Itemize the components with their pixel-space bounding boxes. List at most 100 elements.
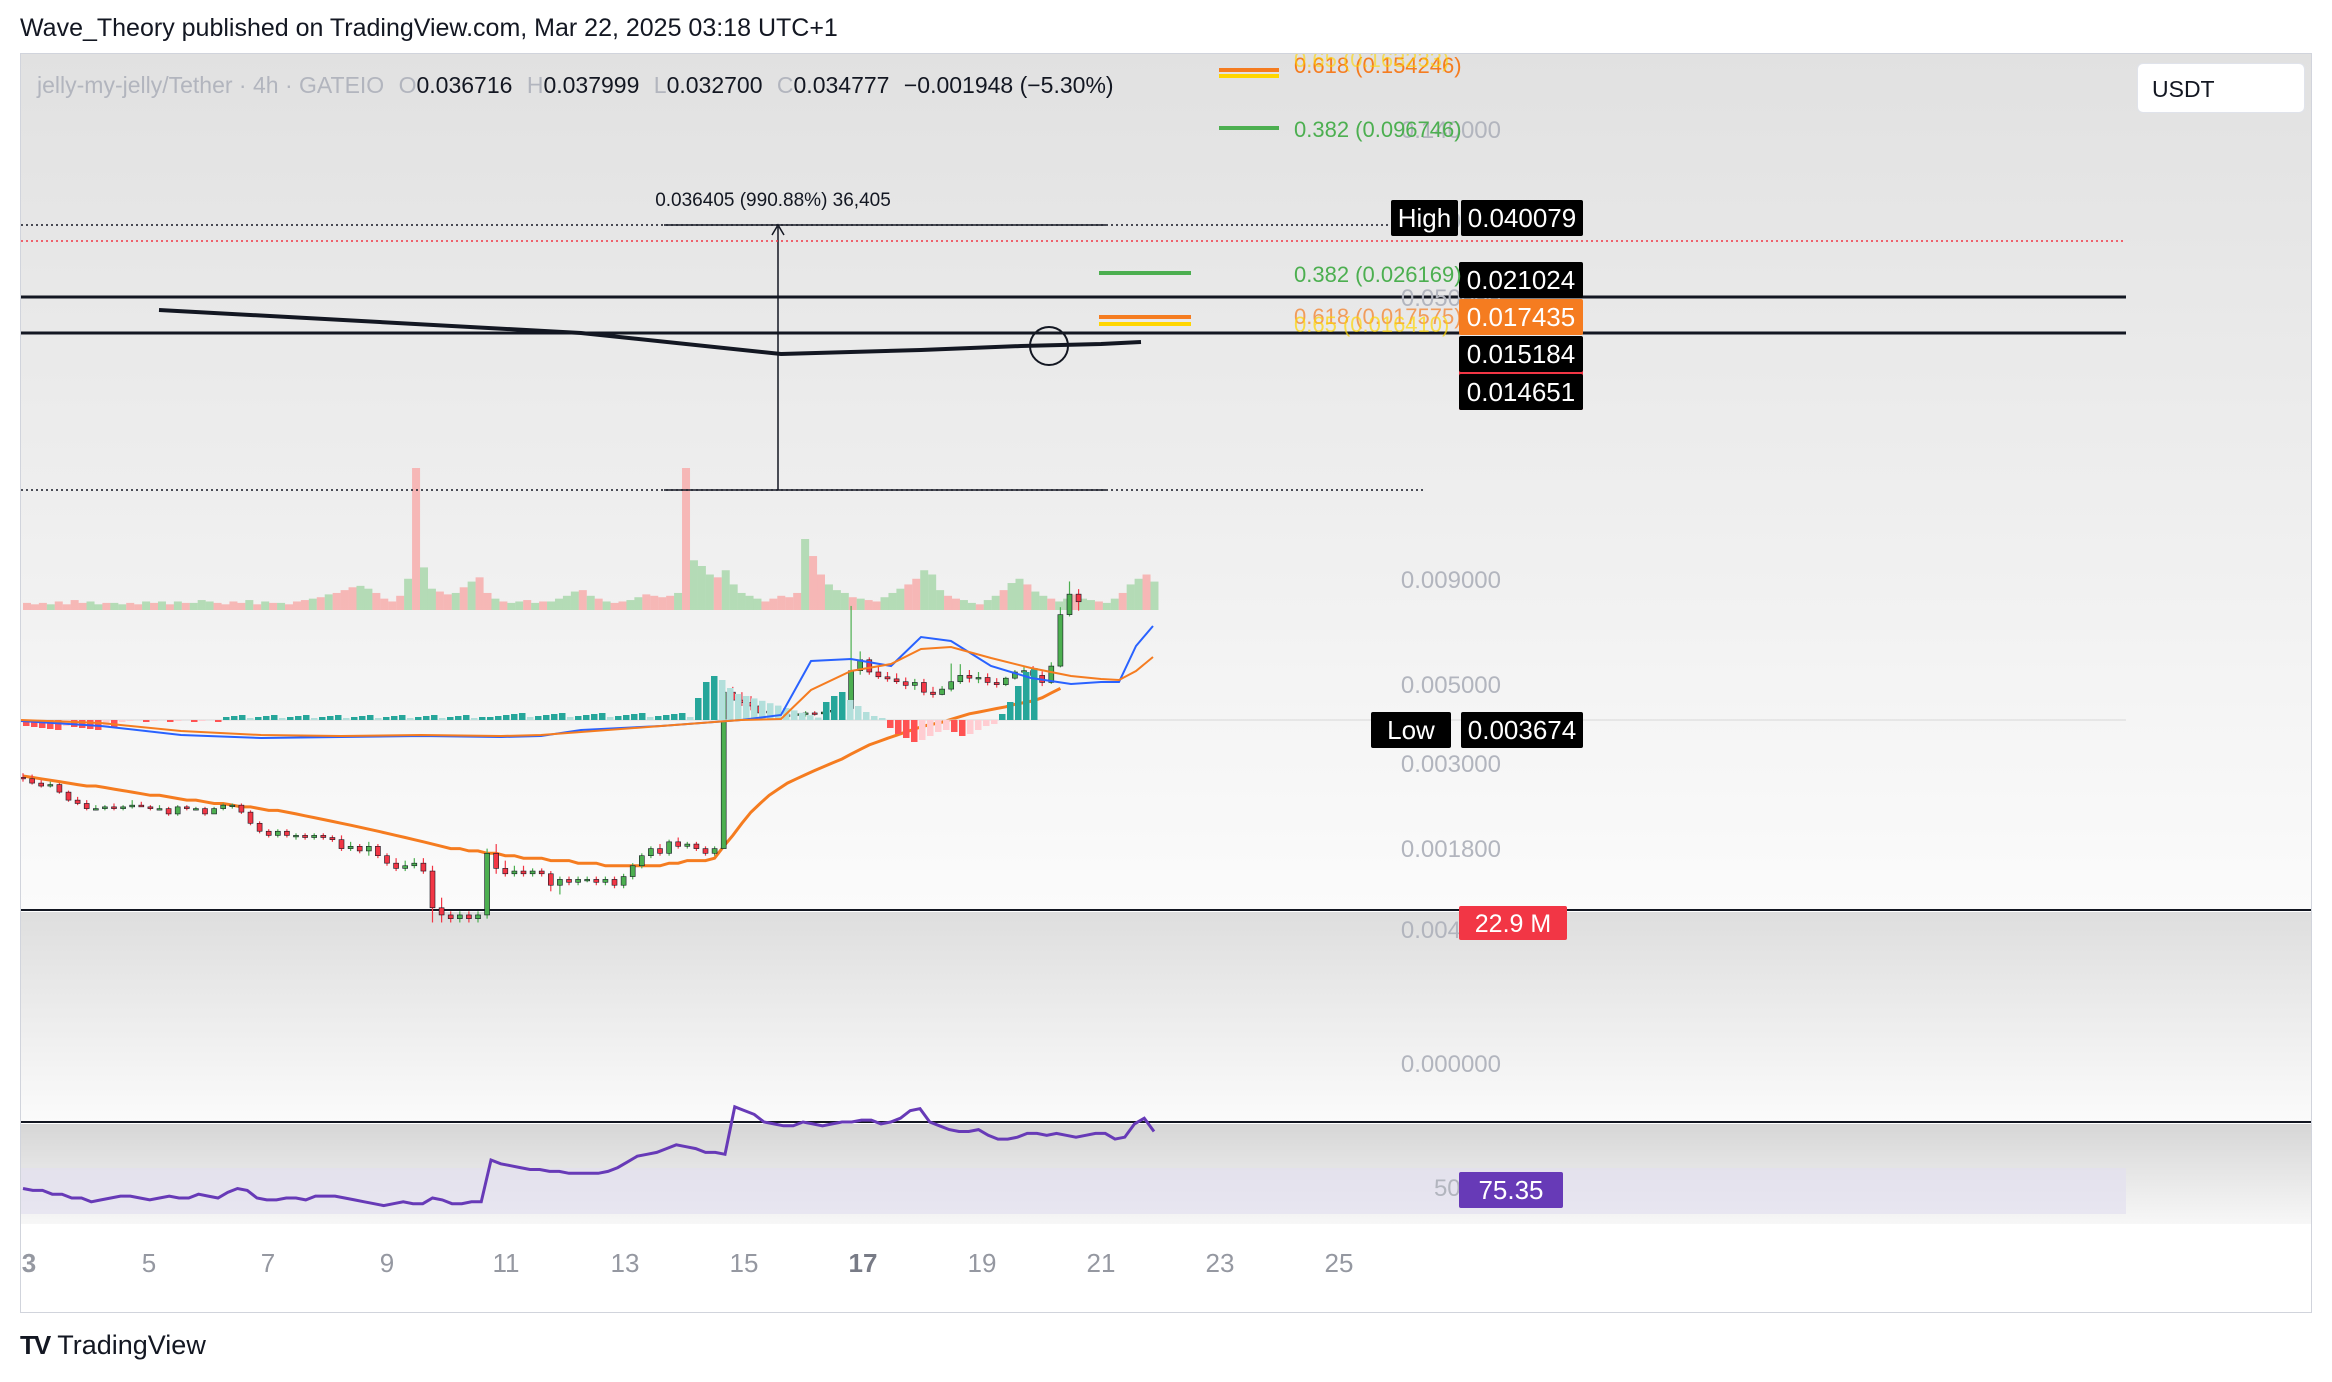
macd-histogram-bar [455,716,462,720]
candle-body [302,835,308,838]
volume-bar [729,584,738,610]
candle-body [475,914,481,919]
volume-bar [721,570,730,610]
macd-histogram-bar [839,692,846,720]
macd-histogram-bar [151,720,158,721]
level-tag: 0.015184 [1467,339,1575,369]
volume-bar [507,602,516,610]
candle-body [293,835,299,838]
volume-bar [888,592,897,610]
volume-tag-box [1459,906,1567,940]
candle-body [1075,593,1082,603]
candle-body [911,682,918,686]
rsi-tag: 75.35 [1478,1175,1543,1205]
chart-svg[interactable]: 0.036405 (990.88%) 36,405 0.1400000.0800… [21,54,2312,1313]
time-tick-label: 9 [380,1248,394,1278]
candle-body [466,914,472,919]
macd-histogram-bar [47,720,54,729]
price-tick-label: 0.140000 [1401,117,1501,144]
macd-histogram-bar [743,696,750,720]
volume-bar [459,587,468,610]
candle-body [575,879,581,883]
volume-bar [753,598,762,610]
volume-bar [539,601,548,610]
volume-bar [356,585,365,610]
candle-body [875,671,882,678]
candle-body [993,682,1000,685]
macd-histogram-bar [959,720,966,736]
candle-body [174,806,181,815]
volume-bar [372,592,381,610]
candle-body [320,835,327,838]
volume-bar [388,601,397,610]
volume-bar [1071,594,1080,610]
volume-bar [324,594,333,610]
macd-histogram-bar [991,720,998,724]
fib-upper-label: 0.382 (0.096746) [1294,117,1462,142]
currency-button[interactable]: USDT [2137,63,2305,113]
volume-bar [634,597,643,610]
macd-histogram-bar [527,717,534,720]
macd-histogram-bar [719,680,726,720]
volume-bar [269,602,278,610]
macd-histogram-bar [31,720,38,727]
macd-histogram-bar [791,710,798,720]
candle-body [193,808,199,811]
candle-body [666,841,672,854]
time-tick-label: 19 [968,1248,997,1278]
macd-histogram-bar [55,720,62,730]
volume-bar [682,468,691,610]
signal-line [21,645,1154,738]
candle-body [65,791,72,801]
macd-histogram-bar [255,717,262,720]
volume-bar [864,600,873,610]
macd-histogram-bar [623,715,630,720]
macd-histogram-bar [639,713,646,720]
volume-bar [785,597,794,610]
candle-body [456,914,463,919]
volume-bar [30,604,39,610]
candle-body [484,852,490,916]
main-pane-bg [21,54,2311,910]
macd-histogram-bar [143,720,150,722]
macd-histogram-bar [911,720,918,742]
candle-body [939,688,945,695]
volume-bar [801,539,810,610]
volume-bar [70,600,79,610]
macd-histogram-bar [951,720,958,732]
candle-body [502,868,509,875]
macd-histogram-bar [663,715,670,720]
chart-container[interactable]: 0.036405 (990.88%) 36,405 0.1400000.0800… [20,53,2312,1313]
macd-histogram-bar [887,720,894,728]
level-tag: 0.014651 [1467,377,1575,407]
volume-bar [412,468,421,610]
high-tag: High [1398,203,1451,233]
volume-bar [1047,598,1056,610]
candle-body [429,870,436,909]
candle-body [538,870,545,875]
level-tag-box [1459,299,1583,335]
volume-bar [951,598,960,610]
macd-histogram-bar [311,718,318,720]
candle-body [229,804,236,807]
candle-body [120,806,126,809]
candle-body [47,784,54,787]
volume-bar [769,598,778,610]
macd-histogram-bar [999,714,1006,720]
macd-histogram-bar [247,718,254,720]
volume-bar [102,602,111,610]
time-tick-label: 17 [849,1248,878,1278]
candle-body [311,835,318,838]
volume-bar [181,602,190,610]
macd-histogram-bar [1023,672,1030,720]
candle-body [629,865,636,877]
volume-bar [1086,600,1095,610]
level-tag-box [1459,374,1583,410]
high-value-tag-box [1461,200,1583,236]
high-value: 0.037999 [543,72,640,98]
volume-bar [650,595,659,610]
fib-upper-label: 0.65 (0.163233) [1294,54,1449,72]
volume-bar [420,567,428,610]
macd-histogram-bar [535,716,542,720]
volume-bar [483,592,492,610]
